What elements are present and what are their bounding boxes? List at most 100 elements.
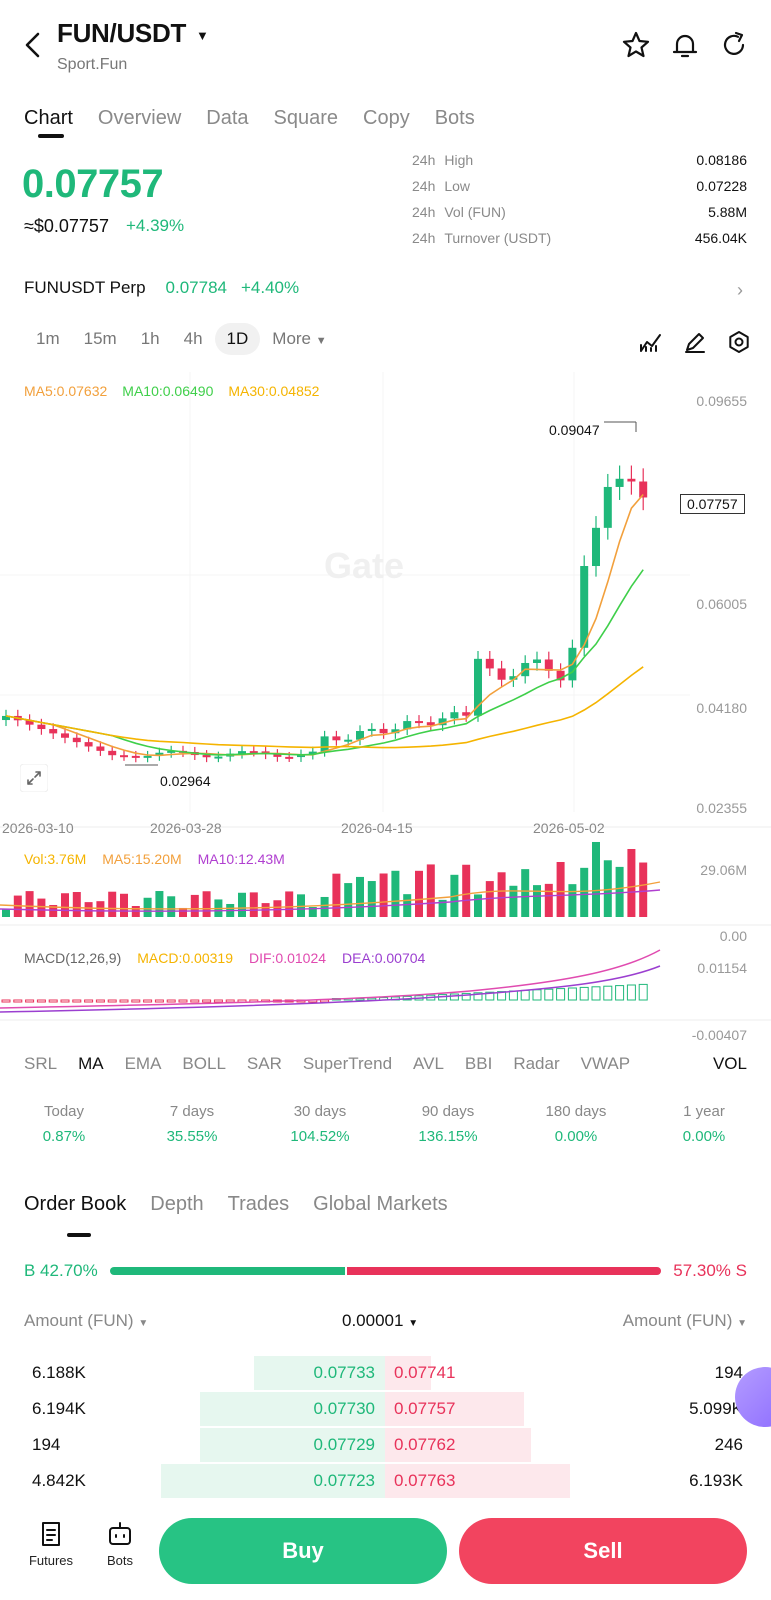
volume-bar (108, 891, 117, 917)
candle-body (49, 729, 58, 734)
stat-turnover-value: 456.04K (694, 230, 747, 246)
volume-bar (143, 897, 152, 917)
bell-icon[interactable] (670, 30, 700, 60)
settings-icon[interactable] (726, 329, 752, 355)
stat-vol-label: 24h Vol (FUN) (412, 204, 506, 220)
perp-row[interactable]: FUNUSDT Perp 0.07784 +4.40% (24, 278, 299, 298)
volume-bar (167, 896, 176, 917)
date-label: 2026-03-28 (150, 820, 222, 836)
indicator-vol[interactable]: VOL (712, 1054, 747, 1073)
candle-body (615, 478, 624, 487)
ma5-line (5, 493, 644, 757)
ask-amount: 194 (714, 1363, 743, 1382)
caret-down-icon: ▼ (737, 1318, 747, 1329)
interval-bar: 1m 15m 1h 4h 1D More ▼ (24, 323, 339, 355)
candlestick-chart[interactable] (0, 372, 771, 1032)
macd-bar (638, 983, 648, 1001)
ask-amount: 246 (714, 1435, 743, 1454)
volume-bar (580, 867, 589, 917)
interval-1d[interactable]: 1D (214, 323, 261, 355)
tab-depth[interactable]: Depth (150, 1193, 204, 1215)
caret-down-icon[interactable]: ▼ (196, 28, 209, 43)
bid-price: 0.07729 (313, 1435, 375, 1454)
price-axis-label: 0.09655 (696, 393, 747, 409)
candle-body (403, 721, 412, 730)
tab-chart[interactable]: Chart (24, 106, 73, 129)
tab-global-markets[interactable]: Global Markets (313, 1193, 448, 1215)
macd-legend-dif: DIF:0.01024 (248, 950, 327, 966)
draw-icon[interactable] (682, 329, 708, 355)
interval-1h[interactable]: 1h (140, 329, 160, 348)
share-icon[interactable] (719, 30, 749, 60)
price-axis-label: 0.02355 (696, 800, 747, 816)
tab-order-book[interactable]: Order Book (24, 1193, 127, 1215)
tab-copy[interactable]: Copy (363, 106, 410, 129)
candle-body (485, 658, 494, 669)
orderbook-row[interactable]: 4.842K 0.07723 0.07763 6.193K (0, 1464, 771, 1498)
indicator-ema[interactable]: EMA (124, 1054, 162, 1073)
candle-body (544, 659, 553, 671)
date-label: 2026-03-10 (2, 820, 74, 836)
expand-icon[interactable] (20, 764, 48, 792)
indicator-icon[interactable] (638, 329, 664, 355)
volume-bar (202, 891, 211, 917)
indicator-avl[interactable]: AVL (413, 1054, 444, 1073)
candle-body (25, 720, 34, 725)
volume-bar (521, 869, 530, 917)
buy-button[interactable]: Buy (159, 1518, 447, 1584)
indicator-srl[interactable]: SRL (24, 1054, 58, 1073)
volume-bar (2, 909, 10, 917)
indicator-bbi[interactable]: BBI (464, 1054, 493, 1073)
pair-title[interactable]: FUN/USDT (57, 18, 187, 48)
star-icon[interactable] (621, 30, 651, 60)
vol-axis-label: 0.00 (719, 928, 747, 944)
volume-bar (308, 907, 317, 917)
candle-body (167, 750, 176, 753)
volume-bar (238, 892, 246, 917)
volume-bar (379, 873, 388, 917)
precision-select[interactable]: 0.00001 ▼ (342, 1311, 419, 1330)
interval-more[interactable]: More ▼ (272, 329, 327, 348)
volume-bar (438, 899, 447, 917)
candle-body (462, 712, 471, 716)
indicator-radar[interactable]: Radar (513, 1054, 560, 1073)
volume-bar (415, 870, 423, 917)
volume-bar (474, 894, 482, 917)
interval-4h[interactable]: 4h (183, 329, 203, 348)
interval-1m[interactable]: 1m (36, 329, 60, 348)
right-amount-header[interactable]: Amount (FUN) ▼ (622, 1311, 747, 1330)
bots-nav[interactable]: Bots (90, 1520, 150, 1568)
orderbook-row[interactable]: 6.188K 0.07733 0.07741 194 (0, 1356, 771, 1390)
indicator-boll[interactable]: BOLL (182, 1054, 226, 1073)
indicator-vwap[interactable]: VWAP (580, 1054, 631, 1073)
volume-bar (403, 894, 412, 917)
tab-bots[interactable]: Bots (434, 106, 475, 129)
tab-data[interactable]: Data (206, 106, 249, 129)
candle-body (356, 731, 364, 740)
stat-vol-value: 5.88M (708, 204, 747, 220)
tab-overview[interactable]: Overview (97, 106, 182, 129)
chevron-right-icon[interactable]: › (737, 280, 743, 300)
tab-underline (38, 134, 64, 138)
left-amount-header[interactable]: Amount (FUN) ▼ (24, 1311, 149, 1330)
indicator-ma[interactable]: MA (78, 1054, 104, 1073)
indicator-supertrend[interactable]: SuperTrend (302, 1054, 393, 1073)
back-arrow-icon[interactable] (22, 30, 44, 60)
tab-trades[interactable]: Trades (227, 1193, 290, 1215)
macd-bar (202, 999, 212, 1003)
orderbook-row[interactable]: 194 0.07729 0.07762 246 (0, 1428, 771, 1462)
volume-bar (556, 862, 565, 917)
bid-depth-bar (200, 1428, 385, 1462)
tab-square[interactable]: Square (273, 106, 339, 129)
volume-bar (61, 893, 69, 917)
dea-line (0, 965, 661, 1013)
futures-nav[interactable]: Futures (21, 1520, 81, 1568)
sell-button[interactable]: Sell (459, 1518, 747, 1584)
interval-15m[interactable]: 15m (83, 329, 117, 348)
volume-bar (285, 891, 294, 917)
orderbook-row[interactable]: 6.194K 0.07730 0.07757 5.099K (0, 1392, 771, 1426)
candle-body (497, 668, 506, 680)
macd-bar (25, 999, 35, 1003)
vol-axis-label: 29.06M (700, 862, 747, 878)
indicator-sar[interactable]: SAR (246, 1054, 282, 1073)
